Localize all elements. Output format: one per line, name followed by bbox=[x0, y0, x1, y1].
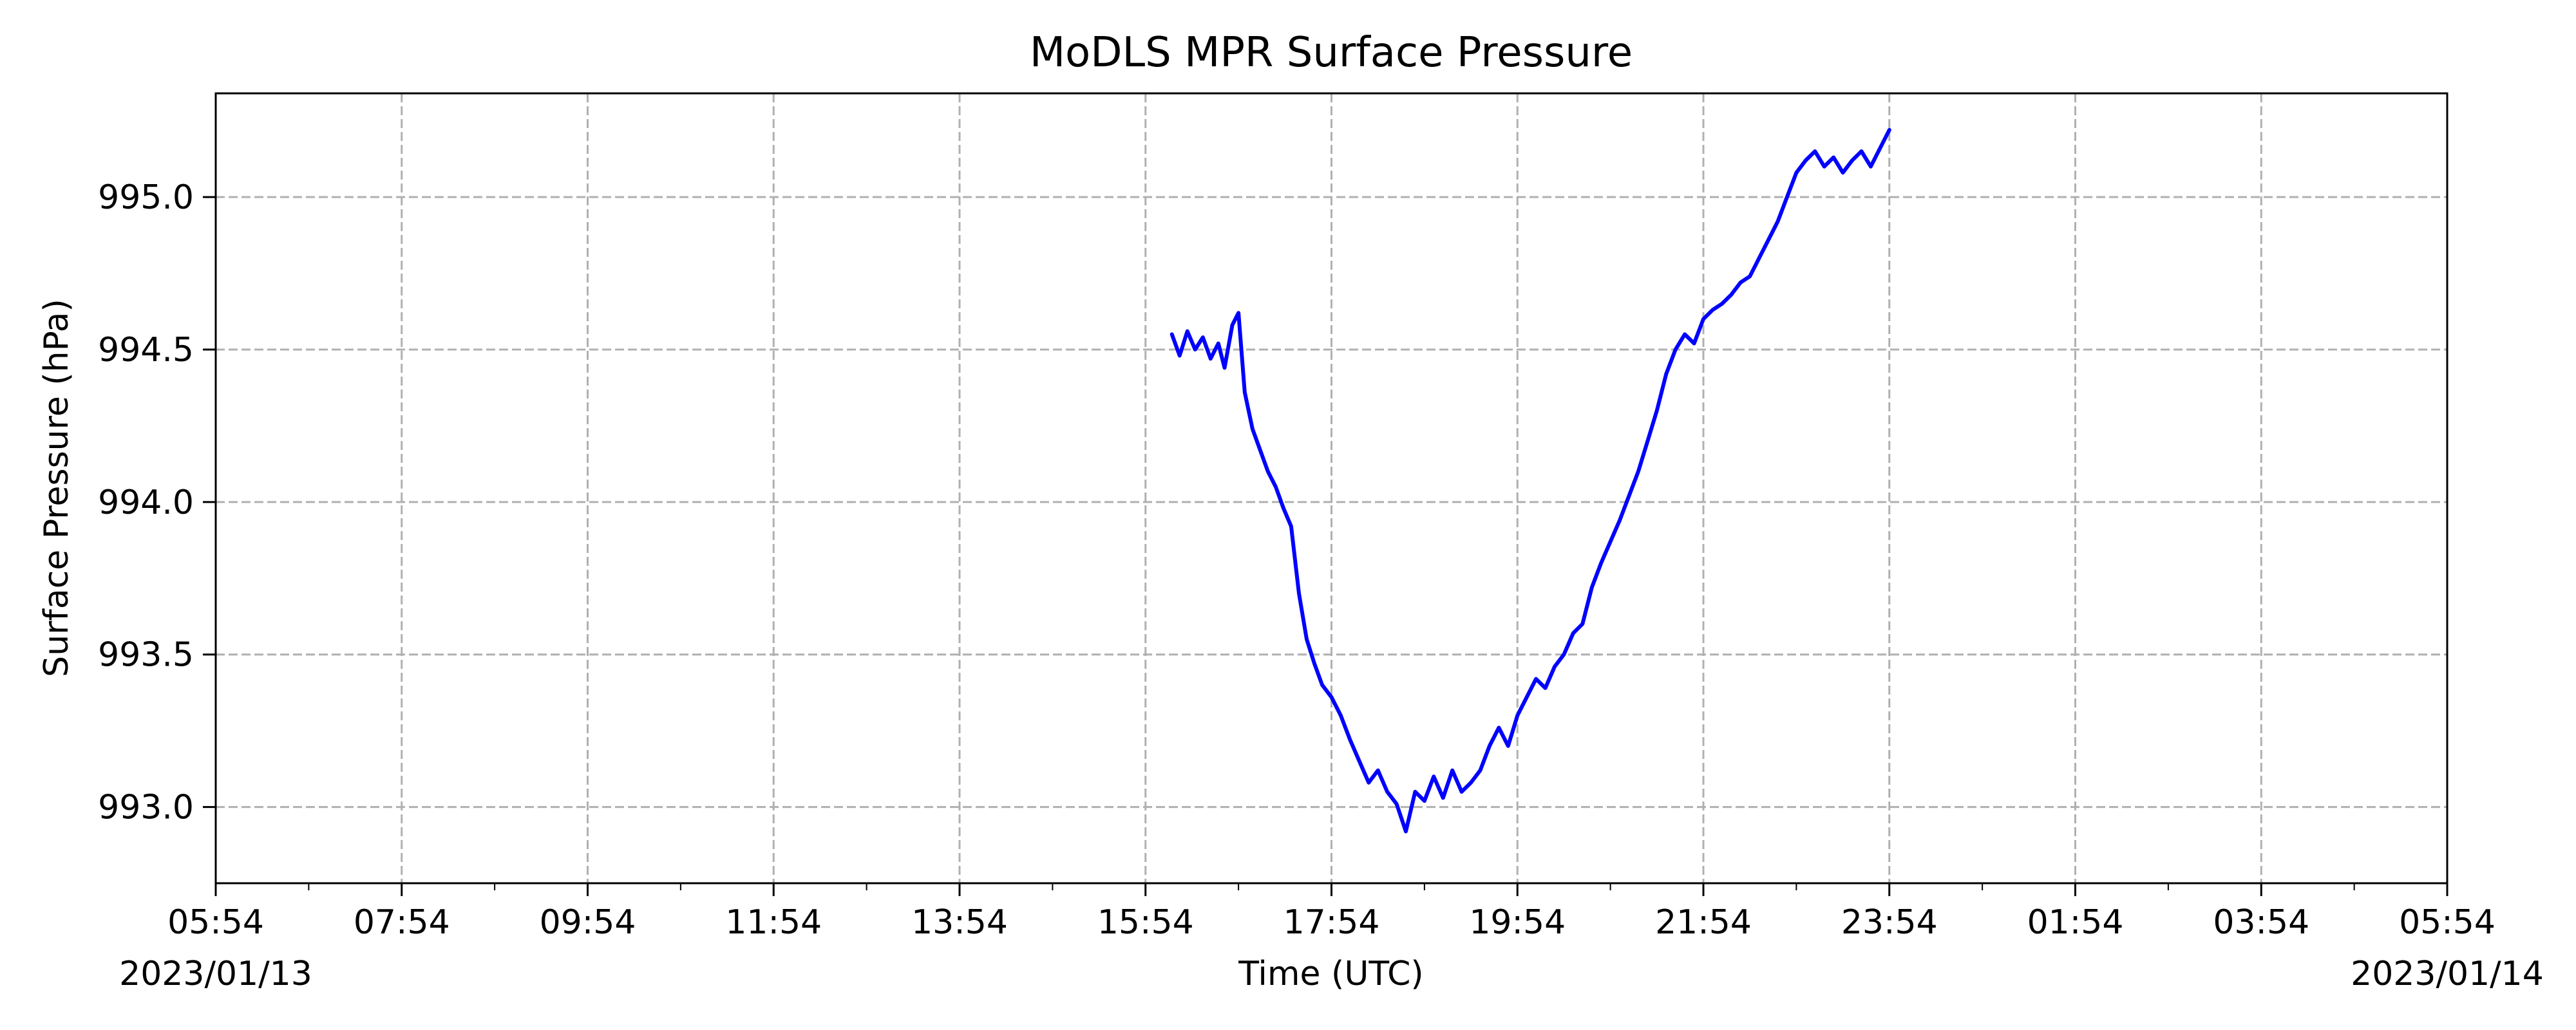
x-axis-label: Time (UTC) bbox=[1238, 955, 1423, 993]
pressure-series-line bbox=[1170, 127, 1891, 834]
x-tick-label: 19:54 bbox=[1469, 903, 1566, 942]
x-tick-label: 03:54 bbox=[2213, 903, 2309, 942]
x-tick-label: 13:54 bbox=[911, 903, 1008, 942]
x-tick-label: 05:54 bbox=[167, 903, 264, 942]
x-tick-label: 11:54 bbox=[725, 903, 822, 942]
x-axis: 05:54 07:54 09:54 11:54 13:54 15:54 17:54 19:54… bbox=[167, 883, 2496, 942]
grid-layer bbox=[216, 93, 2447, 883]
y-tick-label: 995.0 bbox=[98, 178, 194, 217]
series-layer bbox=[1170, 127, 1891, 834]
x-tick-label: 01:54 bbox=[2027, 903, 2124, 942]
chart-title: MoDLS MPR Surface Pressure bbox=[1030, 29, 1633, 77]
y-axis-label: Surface Pressure (hPa) bbox=[37, 299, 76, 677]
x-tick-label: 05:54 bbox=[2399, 903, 2496, 942]
x-tick-label: 23:54 bbox=[1841, 903, 1938, 942]
y-axis: 993.0 993.5 994.0 994.5 995.0 bbox=[98, 178, 216, 827]
x-tick-label: 07:54 bbox=[354, 903, 450, 942]
y-tick-label: 993.0 bbox=[98, 789, 194, 827]
x-tick-label: 17:54 bbox=[1283, 903, 1380, 942]
x-tick-label: 15:54 bbox=[1097, 903, 1194, 942]
x-tick-label: 09:54 bbox=[540, 903, 636, 942]
y-tick-label: 994.5 bbox=[98, 331, 194, 370]
x-tick-label: 21:54 bbox=[1655, 903, 1752, 942]
y-tick-label: 993.5 bbox=[98, 636, 194, 675]
y-tick-label: 994.0 bbox=[98, 483, 194, 522]
x-axis-start-date: 2023/01/13 bbox=[119, 955, 312, 993]
x-axis-end-date: 2023/01/14 bbox=[2351, 955, 2544, 993]
